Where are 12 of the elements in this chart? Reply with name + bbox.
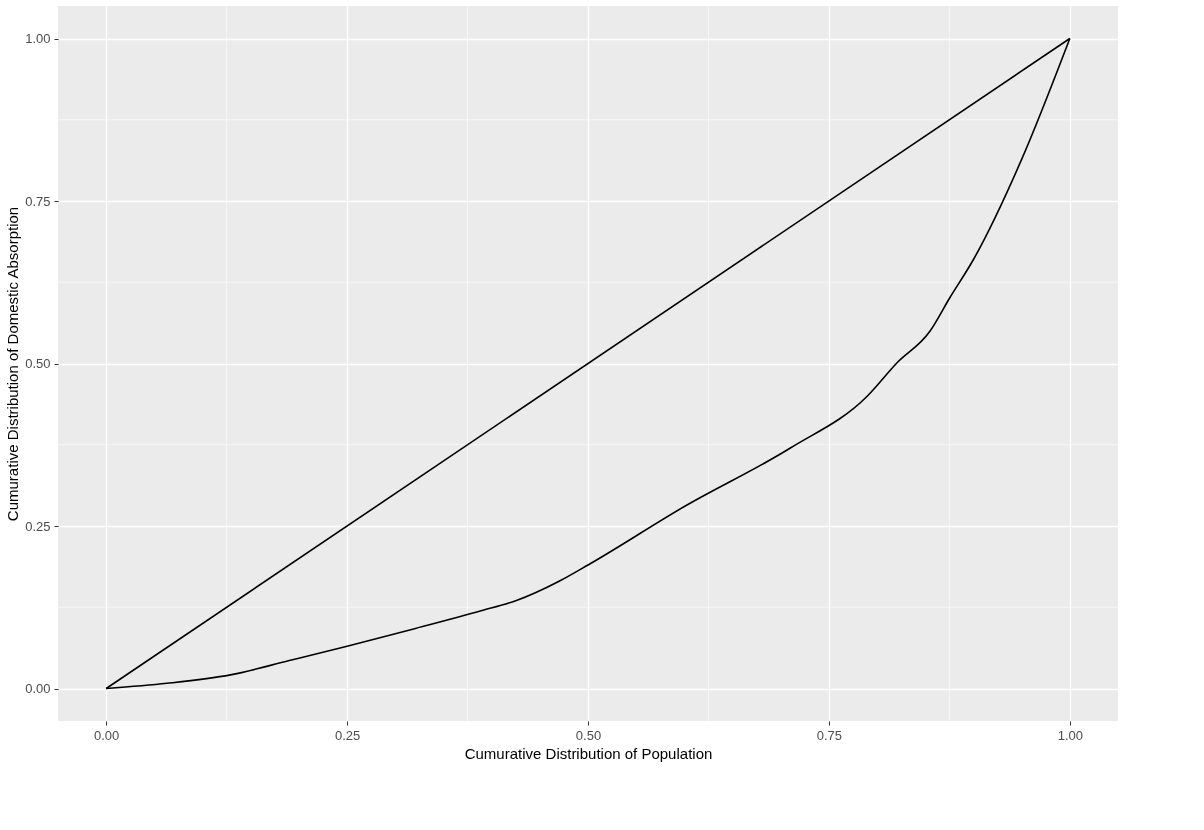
x-tick-label: 0.25 xyxy=(334,727,361,743)
x-tick-label: 0.00 xyxy=(94,727,120,743)
y-tick-label: 0.75 xyxy=(25,193,51,209)
x-tick-label: 1.00 xyxy=(1057,727,1083,743)
y-tick-label: 0.00 xyxy=(25,681,51,696)
x-tick-label: 0.50 xyxy=(575,727,602,743)
y-tick-label: 0.50 xyxy=(25,356,51,371)
x-tick-label: 0.75 xyxy=(816,727,843,743)
y-tick-label: 1.00 xyxy=(25,31,51,46)
x-axis-title: Cumurative Distribution of Population xyxy=(464,744,713,762)
y-axis-title: Cumurative Distribution of Domestic Absorption xyxy=(4,206,22,522)
y-tick-label: 0.25 xyxy=(25,518,51,534)
